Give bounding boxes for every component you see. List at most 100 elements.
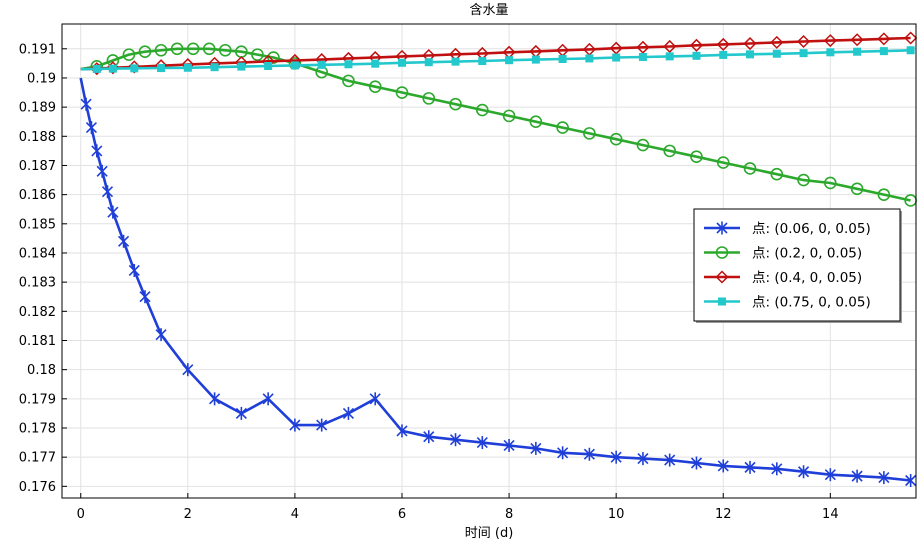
data-point: [290, 61, 299, 70]
chart-title: 含水量: [469, 2, 508, 18]
data-point: [823, 34, 837, 48]
series-layer: [79, 31, 918, 487]
data-point: [715, 270, 729, 284]
y-tick-label: 0.183: [19, 276, 56, 291]
data-point: [92, 64, 101, 73]
data-point: [850, 33, 864, 47]
data-point: [797, 34, 811, 49]
series-line: [80, 47, 911, 202]
x-tick-label: 0: [77, 507, 85, 522]
data-point: [718, 297, 726, 306]
data-point: [692, 51, 701, 60]
data-point: [530, 441, 542, 455]
x-tick-label: 6: [398, 507, 406, 522]
data-point: [585, 54, 594, 63]
y-tick-label: 0.188: [19, 130, 56, 145]
data-point: [368, 80, 382, 94]
data-point: [267, 51, 280, 64]
data-point: [209, 392, 221, 406]
legend-entry: 点: (0.4, 0, 0.05): [704, 270, 862, 286]
data-point: [663, 39, 677, 54]
legend-entry: 点: (0.2, 0, 0.05): [704, 246, 862, 262]
x-tick-label: 14: [822, 507, 839, 522]
data-point: [396, 424, 408, 438]
data-point: [906, 46, 915, 55]
data-point: [342, 406, 355, 420]
data-point: [609, 132, 623, 146]
data-point: [663, 144, 677, 158]
x-tick-label: 4: [291, 507, 299, 522]
legend-label: 点: (0.06, 0, 0.05): [752, 221, 871, 237]
data-point: [636, 40, 650, 54]
data-point: [342, 74, 355, 88]
data-point: [264, 62, 273, 71]
data-point: [344, 60, 353, 69]
y-tick-label: 0.185: [19, 217, 56, 232]
data-point: [850, 182, 864, 196]
legend-entry: 点: (0.06, 0, 0.05): [704, 221, 871, 237]
data-point: [237, 62, 246, 71]
data-point: [128, 263, 140, 277]
data-point: [502, 109, 516, 123]
data-point: [878, 471, 890, 485]
data-point: [219, 43, 232, 57]
data-point: [210, 63, 219, 72]
data-point: [716, 37, 730, 51]
data-point: [108, 64, 117, 73]
data-point: [665, 52, 674, 61]
x-tick-label: 2: [184, 507, 192, 522]
plot-frame: [61, 23, 917, 499]
y-tick-label: 0.184: [19, 246, 56, 261]
data-point: [186, 42, 200, 56]
legend: 点: (0.06, 0, 0.05) 点: (0.2, 0, 0.05) 点: (0…: [693, 208, 902, 323]
data-point: [96, 164, 108, 178]
x-tick-label: 8: [505, 507, 513, 522]
data-point: [202, 42, 216, 56]
data-point: [397, 58, 406, 67]
data-point: [505, 56, 514, 65]
series: [80, 42, 917, 207]
data-point: [423, 430, 435, 444]
data-point: [476, 103, 489, 117]
data-point: [449, 433, 462, 447]
data-point: [529, 115, 543, 129]
data-point: [422, 92, 436, 105]
legend-label: 点: (0.4, 0, 0.05): [752, 270, 862, 286]
y-tick-label: 0.177: [19, 451, 56, 466]
data-point: [797, 465, 810, 479]
data-point: [770, 167, 784, 181]
x-axis: 0 2 4 6 8 10 12 14: [77, 493, 839, 522]
data-point: [877, 188, 891, 201]
data-point: [717, 459, 729, 473]
data-point: [139, 290, 151, 304]
data-point: [664, 453, 676, 467]
data-point: [251, 48, 264, 61]
data-point: [183, 63, 192, 72]
data-point: [317, 60, 326, 69]
x-tick-label: 10: [608, 507, 625, 522]
y-tick-label: 0.182: [19, 305, 56, 320]
data-point: [638, 52, 647, 61]
data-point: [369, 392, 381, 406]
data-point: [289, 418, 301, 432]
data-point: [182, 363, 194, 377]
data-point: [262, 392, 274, 406]
data-point: [395, 86, 409, 99]
y-tick-label: 0.179: [19, 392, 56, 407]
y-axis: 0.176 0.177 0.178 0.179 0.18 0.181 0.182 0.183 0…: [19, 42, 67, 495]
y-tick-label: 0.187: [19, 159, 56, 174]
data-point: [503, 438, 515, 452]
x-tick-label: 12: [715, 507, 732, 522]
data-point: [690, 456, 703, 470]
y-tick-label: 0.178: [19, 421, 56, 436]
data-point: [690, 150, 703, 164]
y-tick-label: 0.176: [19, 480, 56, 495]
data-point: [637, 452, 649, 466]
data-point: [719, 50, 728, 59]
data-point: [476, 436, 488, 450]
data-point: [557, 446, 569, 460]
data-point: [877, 32, 891, 46]
legend-label: 点: (0.75, 0, 0.05): [752, 295, 871, 311]
data-point: [612, 53, 621, 62]
